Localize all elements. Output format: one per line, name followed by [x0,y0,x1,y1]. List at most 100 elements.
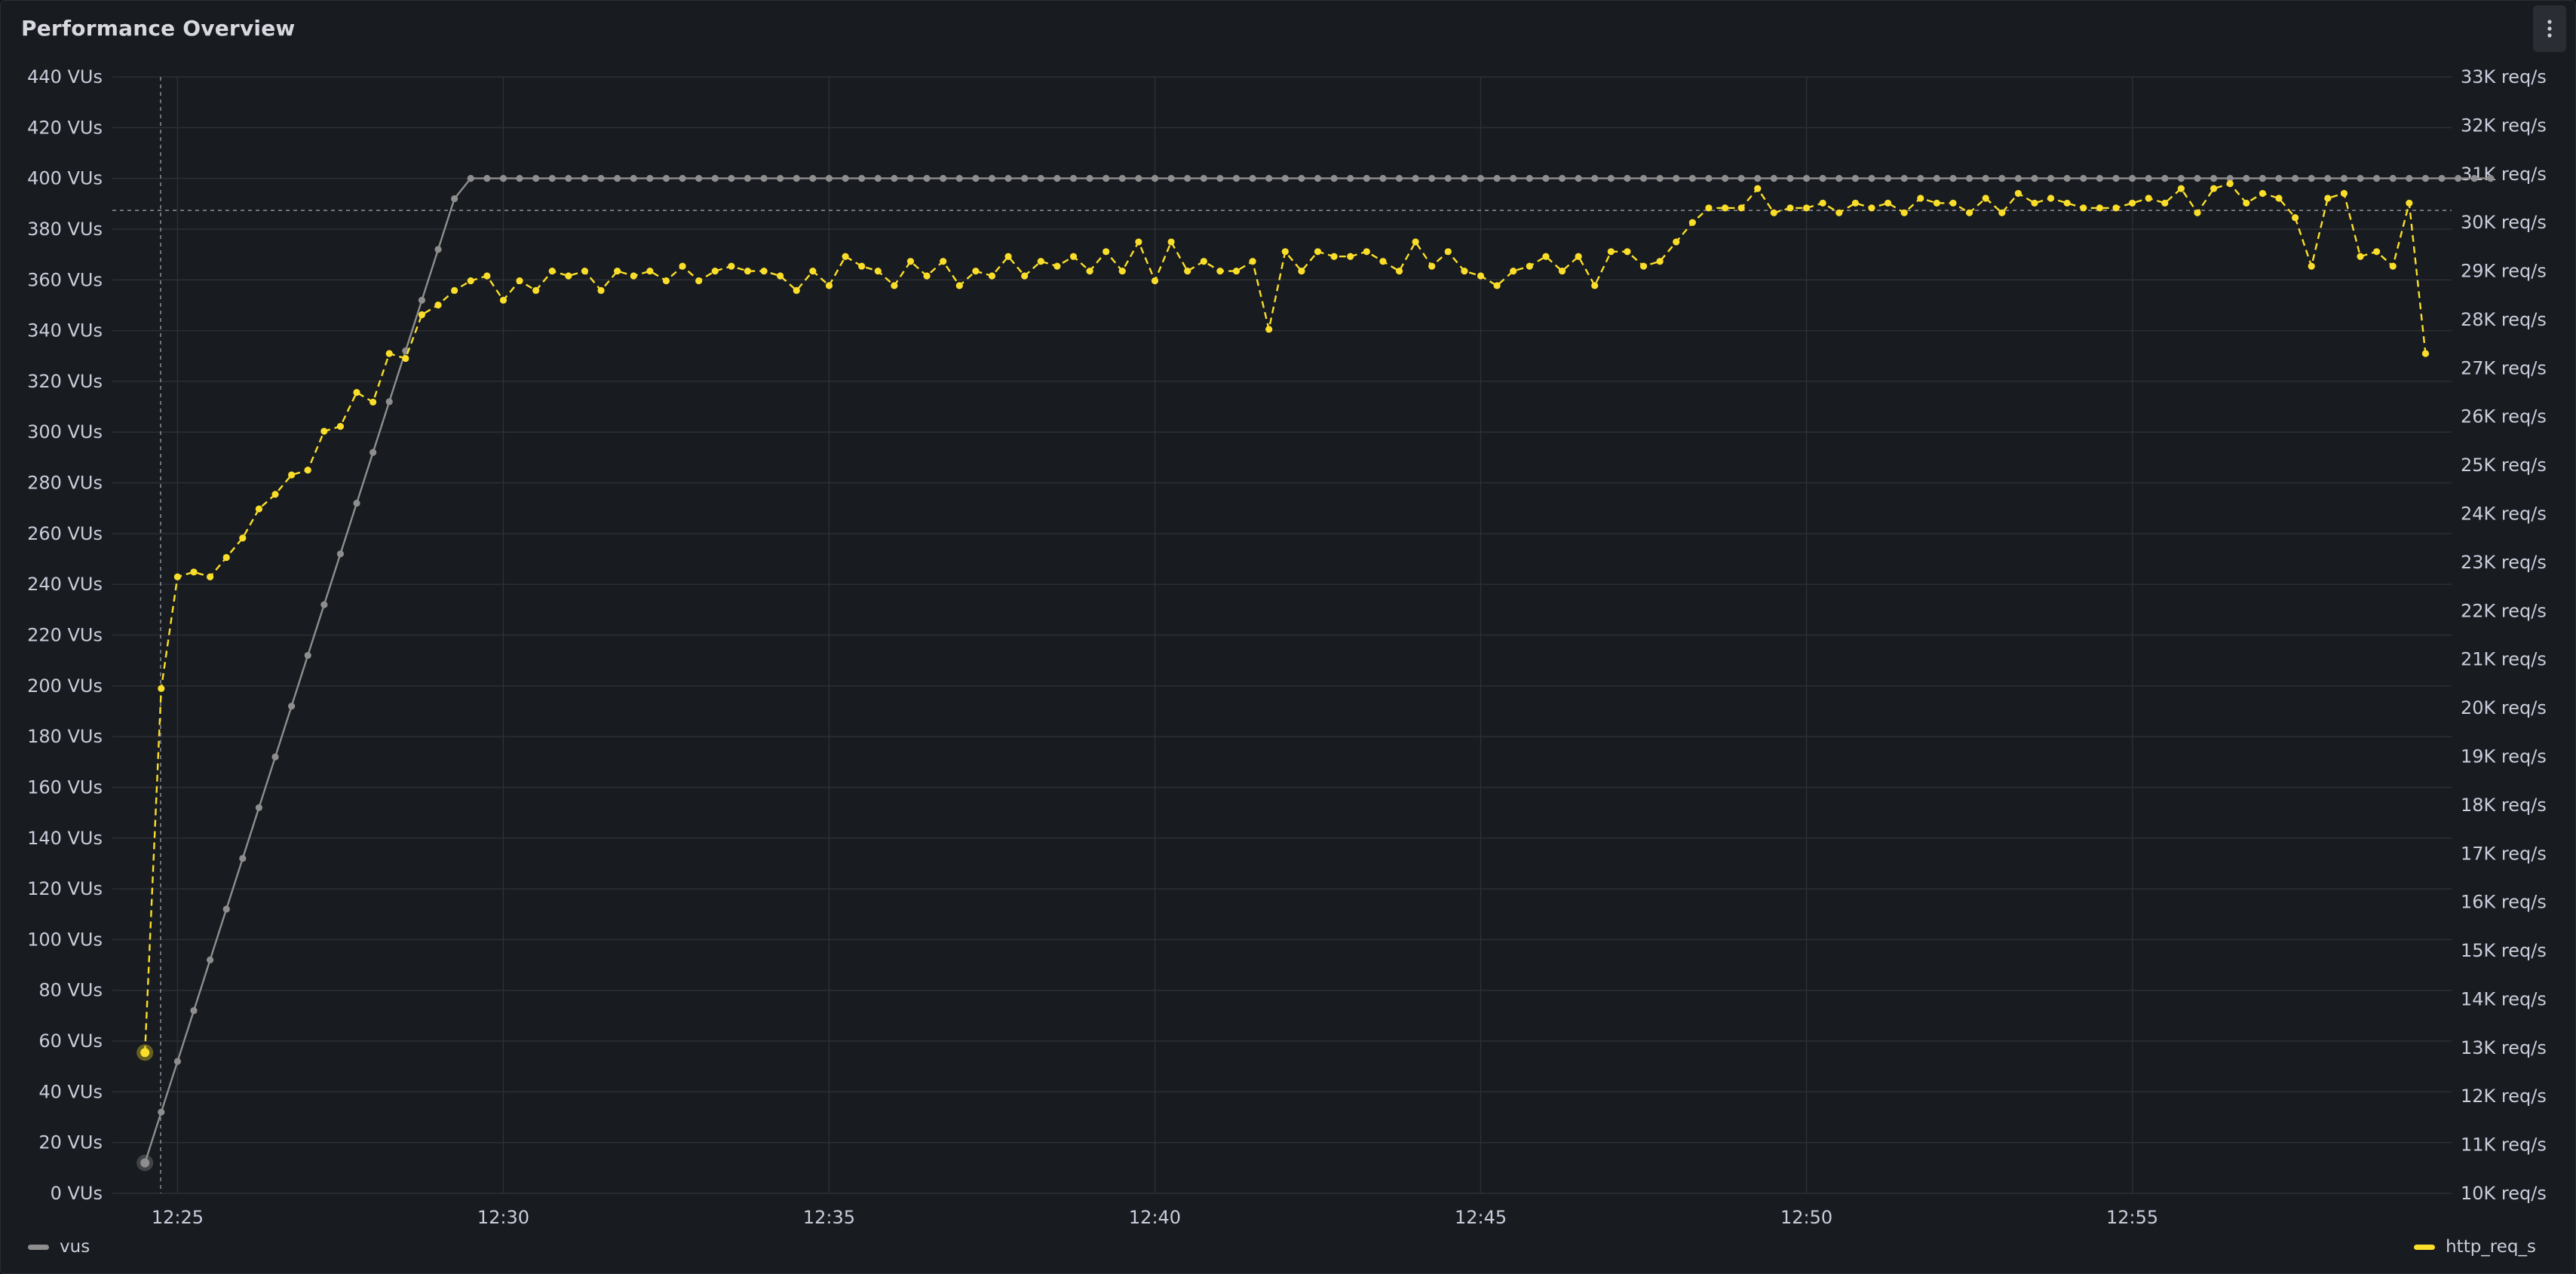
legend-item-vus[interactable]: vus [28,1237,90,1257]
data-point-http-req-s [1118,267,1126,275]
data-point-vus [906,175,915,182]
data-point-vus [940,175,947,182]
data-point-vus [1184,175,1191,182]
left-tick-label: 260 VUs [27,523,103,544]
data-point-http-req-s [940,258,947,265]
data-point-http-req-s [1900,209,1908,216]
data-point-vus [1428,175,1436,182]
panel-menu-button[interactable] [2533,5,2566,52]
series-line-http-req-s [144,182,2427,1053]
data-point-vus [1347,175,1354,182]
data-point-vus [1786,175,1794,182]
data-point-http-req-s [1184,267,1191,275]
data-point-vus [2161,175,2169,182]
data-point-http-req-s [2243,199,2250,207]
data-point-vus [451,194,458,203]
data-point-http-req-s [1575,253,1582,260]
data-point-vus [2177,175,2185,182]
data-point-vus [1298,175,1305,182]
data-point-http-req-s [2080,204,2087,212]
data-point-vus [1232,175,1240,182]
data-point-http-req-s [1721,204,1729,212]
data-point-http-req-s [972,267,980,275]
data-point-vus [1379,175,1387,182]
data-point-http-req-s [1998,209,2006,216]
data-point-http-req-s [516,277,523,285]
data-point-http-req-s [906,258,915,265]
data-point-vus [630,175,637,182]
data-point-vus [222,905,230,913]
legend-item-http-req-s[interactable]: http_req_s [2414,1237,2536,1257]
legend-label-http-req-s: http_req_s [2446,1237,2536,1257]
data-point-http-req-s [499,296,508,304]
data-point-vus [2259,175,2267,182]
data-point-vus [1200,175,1207,182]
data-point-http-req-s [1624,248,1631,256]
data-point-vus [793,175,800,182]
data-point-http-req-s [1558,267,1566,275]
data-point-http-req-s [630,272,637,280]
data-point-vus [2080,175,2087,182]
data-point-vus [532,175,540,182]
right-tick-label: 32K req/s [2461,115,2547,136]
data-point-vus [1118,175,1126,182]
data-point-vus [1575,175,1582,182]
data-point-vus [809,175,817,182]
data-point-http-req-s [1216,267,1224,275]
left-y-axis: 0 VUs 20 VUs 40 VUs 60 VUs 80 VUs 100 VUs 120 … [27,66,103,1204]
data-point-http-req-s [597,286,605,294]
data-point-http-req-s [777,272,784,280]
data-point-http-req-s [2406,199,2413,207]
data-point-vus [955,175,963,182]
right-tick-label: 20K req/s [2461,697,2547,718]
data-point-vus [2438,175,2446,182]
right-tick-label: 33K req/s [2461,66,2547,87]
left-tick-label: 400 VUs [27,168,103,189]
kebab-menu-icon [2547,20,2552,38]
data-point-http-req-s [1688,219,1696,226]
data-point-vus [825,175,833,182]
left-tick-label: 380 VUs [27,219,103,240]
series-layer [136,175,2495,1171]
data-point-vus [370,449,377,456]
data-point-http-req-s [1053,262,1061,270]
data-point-http-req-s [842,253,849,260]
data-point-http-req-s [1949,199,1957,207]
data-point-http-req-s [581,267,589,275]
data-point-http-req-s [646,267,654,275]
data-point-http-req-s [288,471,296,479]
data-point-http-req-s [874,267,882,275]
data-point-vus [2210,175,2218,182]
data-point-vus [646,175,654,182]
legend-swatch-vus [28,1244,49,1250]
data-point-http-req-s [222,553,230,562]
data-point-vus [1444,175,1452,182]
data-point-http-req-s [320,427,328,435]
data-point-http-req-s [385,350,393,357]
data-point-vus [1673,175,1680,182]
data-point-http-req-s [2047,194,2055,202]
data-point-vus [1639,175,1648,182]
data-point-vus [1314,175,1322,182]
data-point-http-req-s [1591,282,1599,289]
data-point-http-req-s [271,491,279,498]
data-point-http-req-s [2259,189,2267,198]
data-point-http-req-s [255,505,263,513]
data-point-http-req-s [1004,253,1012,260]
left-tick-label: 20 VUs [38,1132,103,1153]
data-point-http-req-s [1477,272,1485,280]
data-point-http-req-s [2389,262,2397,270]
data-point-http-req-s [1982,194,1989,202]
data-point-http-req-s [304,466,311,474]
data-point-vus [777,175,784,182]
data-point-http-req-s [1884,199,1892,207]
data-point-http-req-s [1265,326,1273,333]
data-point-vus [467,175,474,182]
right-tick-label: 12K req/s [2461,1086,2547,1107]
data-point-vus [1330,175,1338,182]
data-point-vus [2324,175,2332,182]
data-point-http-req-s [2014,189,2022,198]
data-point-vus [2243,175,2250,182]
